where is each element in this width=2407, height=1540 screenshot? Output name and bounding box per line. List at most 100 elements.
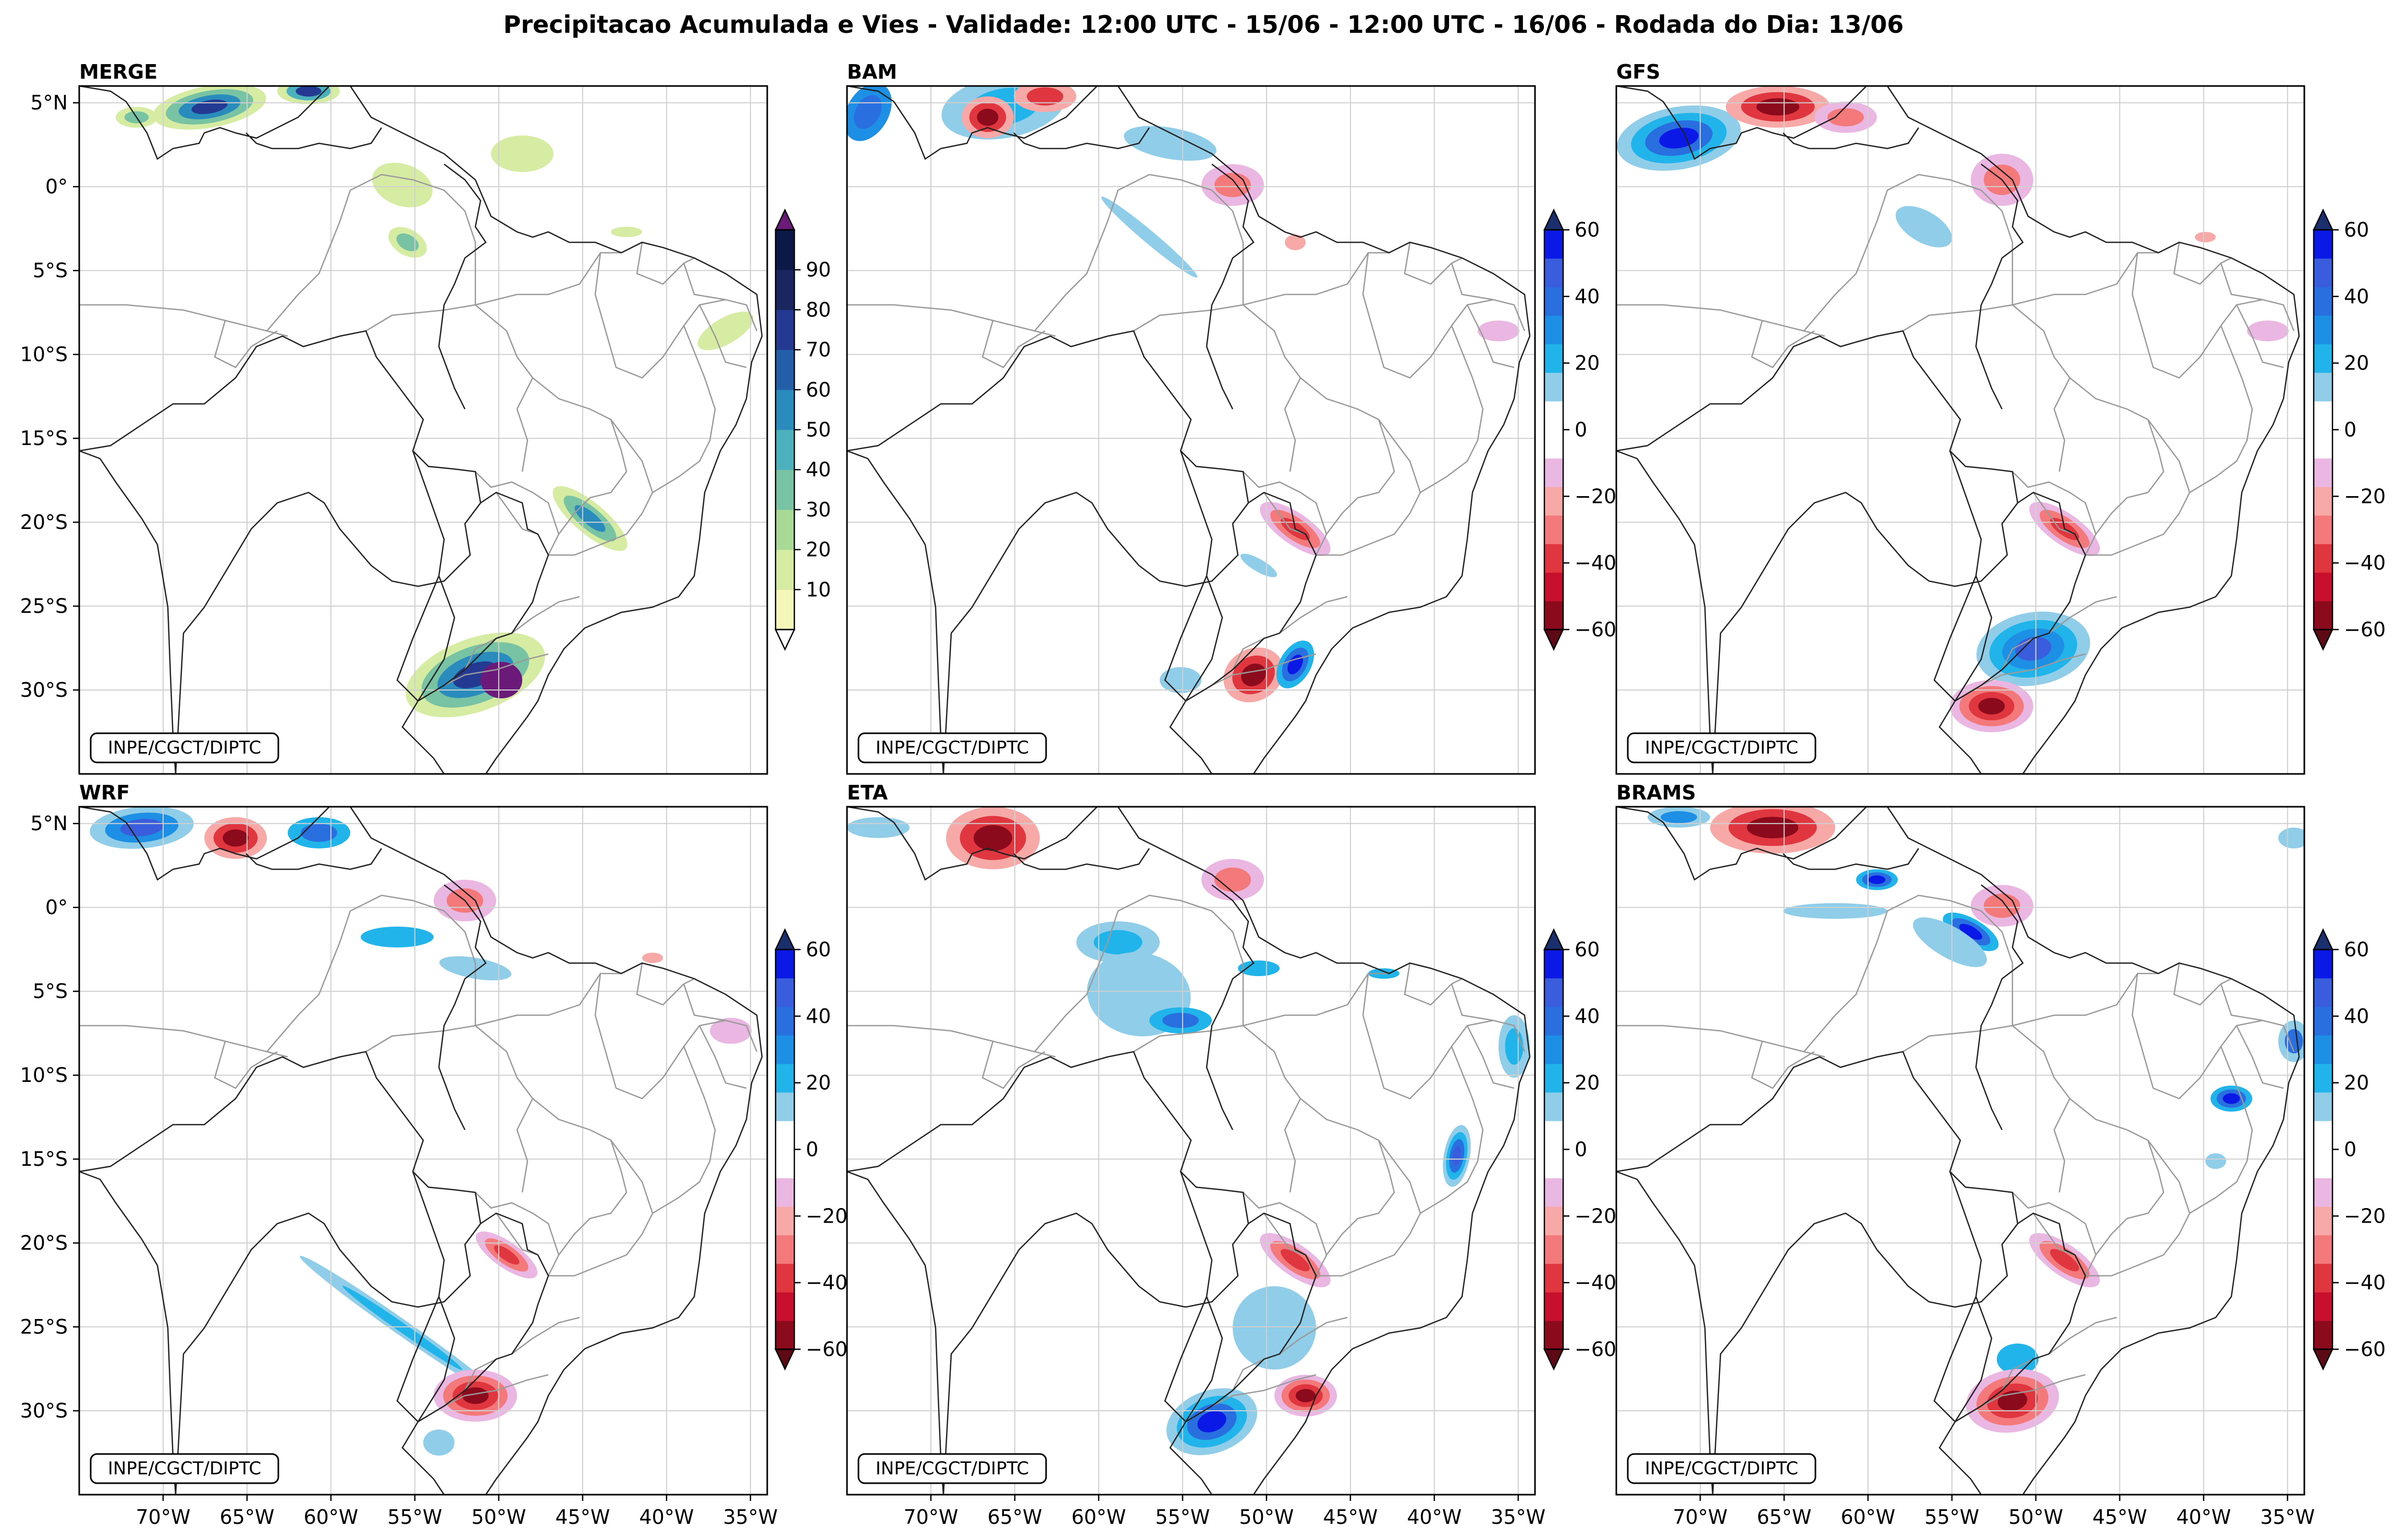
credit-label: INPE/CGCT/DIPTC	[108, 737, 261, 758]
map-area	[79, 86, 767, 774]
colorbar-bias: −60 −40 −20 0 20 40 60	[1543, 928, 1616, 1371]
lon-tick-label: 45°W	[2092, 1506, 2147, 1529]
colorbar-tick-label: 60	[1575, 938, 1600, 961]
data-contour	[1661, 811, 1697, 823]
data-contour	[1783, 903, 1887, 919]
colorbar-segment	[776, 589, 794, 630]
colorbar-segment	[776, 1120, 794, 1150]
data-contour	[1285, 235, 1306, 250]
lon-tick-label: 50°W	[1239, 1506, 1294, 1529]
colorbar-segment	[776, 1006, 794, 1036]
colorbar-segment	[776, 1178, 794, 1207]
data-contour	[854, 95, 882, 129]
credit-box: INPE/CGCT/DIPTC	[1627, 1453, 1816, 1484]
panel-title: BAM	[847, 60, 897, 83]
colorbar-segment	[1544, 458, 1563, 487]
lon-tick-label: 60°W	[1071, 1506, 1126, 1529]
lon-tick-label: 35°W	[723, 1506, 778, 1529]
colorbar-extend-over	[1543, 928, 1564, 951]
colorbar-segment	[776, 1064, 794, 1093]
credit-box: INPE/CGCT/DIPTC	[90, 732, 279, 763]
data-contour	[973, 825, 1013, 851]
credit-label: INPE/CGCT/DIPTC	[876, 1458, 1029, 1479]
credit-box: INPE/CGCT/DIPTC	[857, 732, 1047, 763]
lat-tick-label: 10°S	[20, 1064, 68, 1087]
colorbar-tick-label: 90	[806, 258, 831, 281]
lon-tick-label: 65°W	[1757, 1506, 1811, 1529]
colorbar-segment	[776, 350, 794, 390]
colorbar-segment	[1544, 601, 1563, 630]
lon-tick-label: 65°W	[219, 1506, 274, 1529]
colorbar-segment	[2314, 258, 2332, 288]
colorbar-segment	[1544, 572, 1563, 601]
colorbar-segment	[1544, 978, 1563, 1007]
colorbar-bias: −60 −40 −20 0 20 40 60	[2313, 208, 2386, 651]
lat-tick-label: 10°S	[20, 343, 68, 366]
panel-merge: MERGE INPE/CGCT/DIPTC 5°N 0° 5°S 10°S 15°S 20°S…	[20, 60, 768, 775]
data-contour	[847, 817, 910, 838]
colorbar-tick-label: −40	[2344, 1271, 2386, 1294]
colorbar-extend-over	[775, 208, 795, 231]
colorbar-tick-label: 20	[806, 538, 831, 561]
colorbar-segment	[1544, 1206, 1563, 1236]
colorbar-tick-label: 60	[2344, 938, 2369, 961]
colorbar-tick-label: 0	[806, 1138, 818, 1161]
credit-box: INPE/CGCT/DIPTC	[90, 1453, 279, 1484]
colorbar-tick-label: 60	[806, 938, 831, 961]
panel-title: MERGE	[79, 60, 157, 83]
data-contour	[1162, 1013, 1199, 1028]
colorbar-tick-label: 60	[806, 378, 831, 401]
data-contour	[1747, 817, 1799, 839]
colorbar-segment	[1544, 287, 1563, 316]
colorbar-tick-label: −40	[1575, 1271, 1616, 1294]
colorbar-segment	[2314, 458, 2332, 487]
colorbar-segment	[1544, 401, 1563, 430]
map-area	[1616, 86, 2304, 774]
colorbar-segment	[2314, 1178, 2332, 1207]
colorbar-tick-label: 40	[2344, 1005, 2369, 1028]
figure-title: Precipitacao Acumulada e Vies - Validade…	[503, 10, 1904, 39]
panel-gfs: GFS INPE/CGCT/DIPTC	[1615, 60, 2305, 775]
colorbar-segment	[776, 1321, 794, 1350]
colorbar-segment	[1544, 1035, 1563, 1064]
colorbar-tick-label: 20	[2344, 352, 2369, 375]
colorbar-tick-label: −20	[2344, 1204, 2386, 1227]
lon-tick-label: 55°W	[1924, 1506, 1979, 1529]
colorbar-segment	[2314, 230, 2332, 259]
colorbar-segment	[1544, 258, 1563, 288]
lat-tick-label: 30°S	[20, 1399, 68, 1422]
colorbar-segment	[1544, 1263, 1563, 1292]
colorbar-tick-label: 50	[806, 418, 831, 441]
colorbar-segment	[776, 1206, 794, 1236]
panel-title: GFS	[1616, 60, 1661, 83]
lat-tick-label: 5°N	[30, 91, 68, 114]
lon-tick-label: 40°W	[1407, 1506, 1462, 1529]
data-contour	[1978, 698, 2005, 714]
colorbar-segment	[1544, 950, 1563, 979]
data-contour	[2278, 828, 2304, 848]
data-contour	[342, 1286, 462, 1370]
data-contour	[1233, 1286, 1316, 1370]
lat-tick-label: 0°	[45, 896, 68, 919]
lat-tick-label: 15°S	[20, 427, 68, 450]
lon-tick-label: 45°W	[1323, 1506, 1378, 1529]
data-contour	[2205, 1153, 2226, 1169]
colorbar-tick-label: 0	[1575, 1138, 1587, 1161]
lon-tick-label: 40°W	[2176, 1506, 2231, 1529]
lat-tick-label: 5°S	[33, 259, 68, 282]
data-contour	[1160, 667, 1201, 693]
colorbar-tick-label: 40	[2344, 285, 2369, 308]
colorbar-tick-label: 0	[1575, 418, 1587, 441]
data-contour	[1214, 867, 1251, 892]
data-contour	[1287, 655, 1303, 674]
colorbar-segment	[2314, 515, 2332, 545]
colorbar-tick-label: 40	[806, 458, 831, 481]
lon-tick-label: 55°W	[387, 1506, 442, 1529]
map-frame	[846, 85, 1536, 775]
map-area	[847, 807, 1535, 1495]
colorbar-segment	[2314, 978, 2332, 1007]
credit-label: INPE/CGCT/DIPTC	[108, 1458, 261, 1479]
colorbar-segment	[776, 269, 794, 310]
lon-tick-label: 50°W	[471, 1506, 526, 1529]
colorbar-segment	[1544, 1064, 1563, 1093]
